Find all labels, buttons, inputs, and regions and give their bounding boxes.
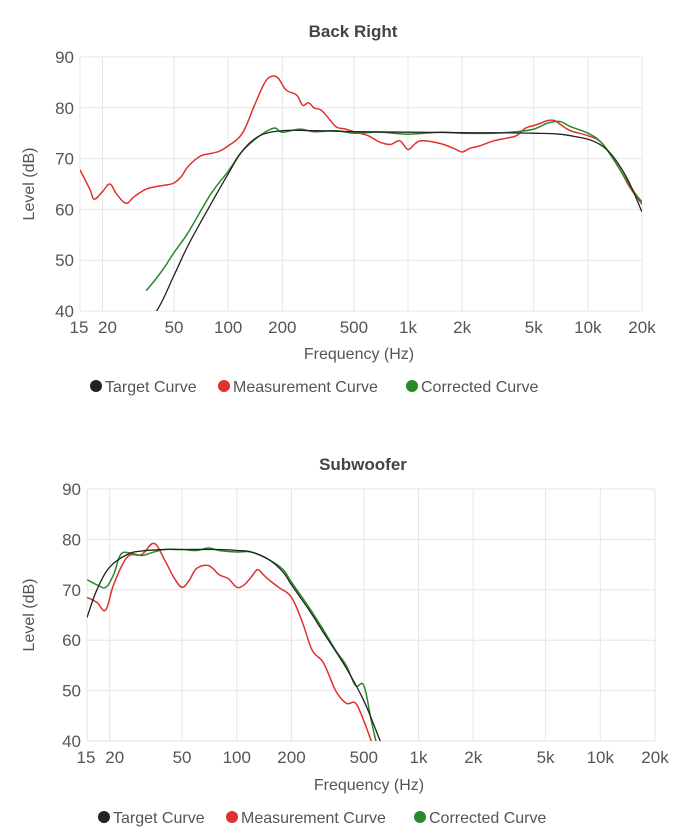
legend-marker — [414, 811, 426, 823]
x-tick-label: 5k — [537, 748, 555, 767]
legend-label: Corrected Curve — [421, 379, 538, 396]
x-tick-label: 2k — [464, 748, 482, 767]
x-tick-label: 15 — [70, 318, 89, 337]
legend-item[interactable]: Corrected Curve — [406, 379, 538, 396]
x-tick-label: 500 — [340, 318, 368, 337]
series-line-target-curve — [155, 129, 642, 311]
x-tick-label: 50 — [173, 748, 192, 767]
x-tick-label: 100 — [214, 318, 242, 337]
legend-item[interactable]: Target Curve — [90, 379, 197, 396]
grid — [86, 488, 656, 742]
series-line-measurement-curve — [87, 542, 373, 741]
y-tick-label: 90 — [62, 480, 81, 499]
x-tick-label: 5k — [525, 318, 543, 337]
y-tick-label: 60 — [62, 631, 81, 650]
x-tick-label: 50 — [165, 318, 184, 337]
legend-label: Target Curve — [113, 810, 205, 827]
legend-marker — [98, 811, 110, 823]
y-tick-label: 80 — [55, 99, 74, 118]
legend-marker — [406, 380, 418, 392]
x-tick-label: 20k — [641, 748, 669, 767]
x-tick-label: 20k — [628, 318, 656, 337]
x-tick-label: 10k — [574, 318, 602, 337]
legend-label: Corrected Curve — [429, 810, 546, 827]
x-tick-label: 200 — [268, 318, 296, 337]
x-tick-label: 100 — [223, 748, 251, 767]
series-line-measurement-curve — [80, 75, 642, 205]
y-tick-label: 70 — [62, 581, 81, 600]
y-tick-label: 70 — [55, 150, 74, 169]
x-tick-label: 2k — [453, 318, 471, 337]
series-line-corrected-curve — [87, 547, 377, 741]
x-axis-title: Frequency (Hz) — [304, 346, 414, 363]
legend-marker — [226, 811, 238, 823]
y-axis-title: Level (dB) — [21, 148, 38, 221]
x-axis-title: Frequency (Hz) — [314, 777, 424, 794]
legend-item[interactable]: Target Curve — [98, 810, 205, 827]
x-tick-label: 500 — [350, 748, 378, 767]
chart-svg: Back Right 40 50 60 70 80 90 15 20 50 100 200 500 1k 2… — [21, 22, 656, 396]
legend-item[interactable]: Corrected Curve — [414, 810, 546, 827]
x-tick-label: 1k — [410, 748, 428, 767]
y-tick-label: 90 — [55, 48, 74, 67]
y-tick-label: 60 — [55, 200, 74, 219]
x-tick-label: 200 — [277, 748, 305, 767]
y-tick-label: 50 — [55, 251, 74, 270]
series-line-target-curve — [87, 548, 381, 741]
legend-item[interactable]: Measurement Curve — [218, 379, 378, 396]
y-axis-title: Level (dB) — [21, 579, 38, 652]
series-line-corrected-curve — [145, 120, 642, 292]
legend: Target Curve Measurement Curve Corrected C… — [98, 810, 546, 827]
series-lines — [87, 542, 381, 741]
series-lines — [80, 75, 642, 311]
legend-label: Target Curve — [105, 379, 197, 396]
y-tick-label: 50 — [62, 682, 81, 701]
y-tick-label: 40 — [62, 732, 81, 751]
legend-label: Measurement Curve — [241, 810, 386, 827]
legend-label: Measurement Curve — [233, 379, 378, 396]
y-tick-label: 80 — [62, 530, 81, 549]
x-tick-label: 10k — [587, 748, 615, 767]
grid — [79, 56, 643, 312]
x-tick-label: 1k — [399, 318, 417, 337]
chart-svg: Subwoofer 40 50 60 70 80 90 15 20 50 100 200 500 1k 2k… — [21, 455, 669, 827]
y-tick-label: 40 — [55, 302, 74, 321]
legend-marker — [90, 380, 102, 392]
x-tick-label: 15 — [77, 748, 96, 767]
legend: Target Curve Measurement Curve Corrected C… — [90, 379, 538, 396]
legend-item[interactable]: Measurement Curve — [226, 810, 386, 827]
chart-title: Back Right — [309, 22, 398, 41]
chart-back-right: Back Right 40 50 60 70 80 90 15 20 50 100 200 500 1k 2… — [21, 22, 656, 396]
chart-subwoofer: Subwoofer 40 50 60 70 80 90 15 20 50 100 200 500 1k 2k… — [0, 430, 678, 840]
x-tick-label: 20 — [105, 748, 124, 767]
chart-title: Subwoofer — [319, 455, 407, 474]
x-tick-label: 20 — [98, 318, 117, 337]
legend-marker — [218, 380, 230, 392]
